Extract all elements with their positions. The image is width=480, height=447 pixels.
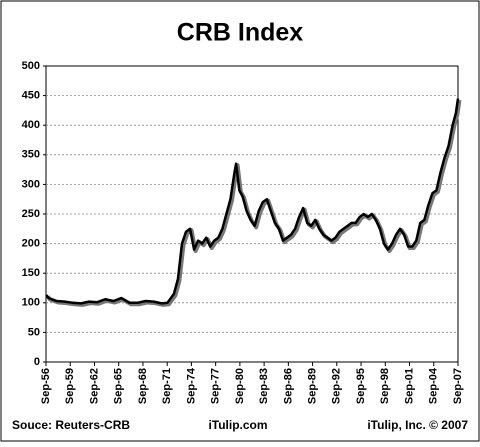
x-tick-label: Sep-98 <box>379 368 391 404</box>
site: iTulip.com <box>208 418 267 432</box>
y-tick-label: 200 <box>22 238 40 250</box>
x-tick-label: Sep-77 <box>210 368 222 404</box>
x-tick-label: Sep-62 <box>88 368 100 404</box>
line <box>45 98 460 305</box>
x-tick-label: Sep-68 <box>137 368 149 404</box>
y-tick-label: 50 <box>28 326 40 338</box>
x-tick-label: Sep-80 <box>234 368 246 404</box>
x-tick-label: Sep-07 <box>452 368 464 404</box>
y-tick-label: 500 <box>22 60 40 72</box>
y-tick-label: 350 <box>22 149 40 161</box>
x-tick-label: Sep-92 <box>331 368 343 404</box>
chart-title: CRB Index <box>177 19 304 47</box>
x-tick-label: Sep-65 <box>113 368 125 404</box>
y-tick-label: 100 <box>22 297 40 309</box>
y-tick-label: 300 <box>22 178 40 190</box>
y-tick-label: 150 <box>22 267 40 279</box>
x-tick-label: Sep-74 <box>185 367 197 404</box>
copyright: iTulip, Inc. © 2007 <box>367 418 468 432</box>
x-tick-label: Sep-89 <box>306 368 318 404</box>
x-tick-label: Sep-95 <box>355 368 367 404</box>
y-tick-label: 450 <box>22 90 40 102</box>
x-tick-label: Sep-04 <box>428 367 440 404</box>
source: Souce: Reuters-CRB <box>12 418 130 432</box>
y-tick-label: 0 <box>34 356 40 368</box>
y-tick-label: 400 <box>22 119 40 131</box>
y-tick-label: 250 <box>22 208 40 220</box>
x-tick-label: Sep-56 <box>40 368 52 404</box>
x-tick-label: Sep-71 <box>161 368 173 404</box>
x-tick-label: Sep-83 <box>258 368 270 404</box>
x-tick-label: Sep-86 <box>282 368 294 404</box>
x-tick-label: Sep-59 <box>64 368 76 404</box>
x-tick-label: Sep-01 <box>403 368 415 404</box>
